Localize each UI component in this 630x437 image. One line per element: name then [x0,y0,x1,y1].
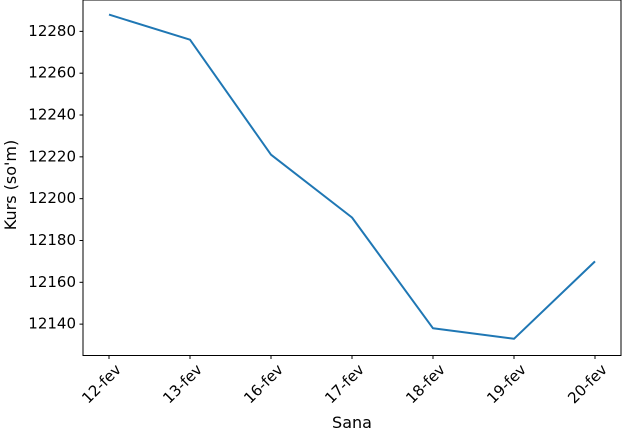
plot-area: 12140 12160 12180 12200 12220 12240 12260 12280… [28,0,622,408]
axes-spines [82,0,622,356]
x-tick-label: 16-fev [240,361,287,408]
x-tick-label: 19-fev [483,361,530,408]
x-axis-label: Sana [332,413,372,432]
y-tick-label: 12140 [28,315,76,333]
y-axis-label: Kurs (so'm) [1,140,20,230]
series-line [108,13,596,340]
y-tick-label: 12280 [28,22,76,40]
y-tick-label: 12200 [28,189,76,207]
y-tick-label: 12260 [28,64,76,82]
y-tick-label: 12160 [28,273,76,291]
y-tick-label: 12180 [28,231,76,249]
x-tick-label: 20-fev [564,361,611,408]
y-tick-label: 12220 [28,147,76,165]
x-tick-label: 13-fev [159,361,206,408]
x-tick-label: 18-fev [402,361,449,408]
y-tick-label: 12240 [28,106,76,124]
x-tick-label: 12-fev [78,361,125,408]
x-tick-label: 17-fev [321,361,368,408]
